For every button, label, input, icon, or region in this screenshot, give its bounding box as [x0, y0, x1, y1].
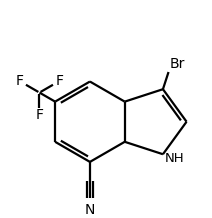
Text: N: N: [85, 203, 95, 217]
Text: F: F: [16, 74, 24, 88]
Text: F: F: [55, 74, 63, 88]
Text: NH: NH: [165, 152, 184, 165]
Text: F: F: [35, 108, 43, 122]
Text: Br: Br: [170, 57, 185, 71]
